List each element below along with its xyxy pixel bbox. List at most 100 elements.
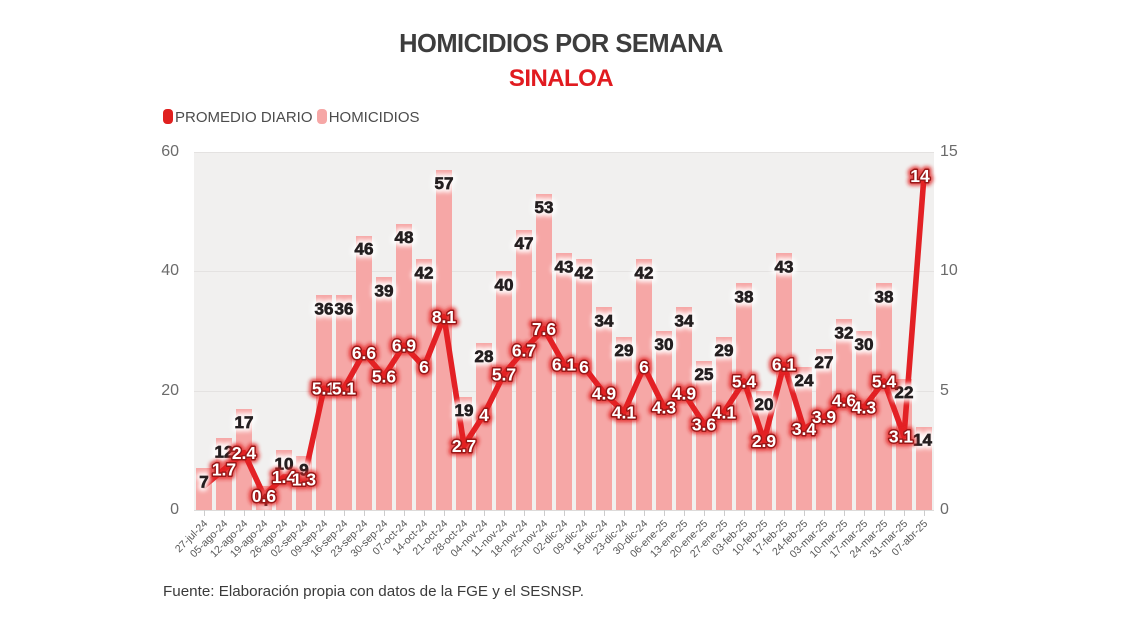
- svg-text:4.6: 4.6: [832, 391, 857, 411]
- svg-text:4.3: 4.3: [852, 398, 877, 418]
- svg-text:4: 4: [479, 405, 489, 425]
- svg-text:28: 28: [475, 347, 494, 366]
- svg-text:6.7: 6.7: [512, 340, 536, 360]
- svg-text:4: 4: [479, 405, 489, 425]
- svg-text:6.1: 6.1: [552, 355, 577, 375]
- svg-text:1.3: 1.3: [292, 469, 317, 489]
- svg-text:3.1: 3.1: [889, 426, 914, 446]
- svg-text:1.7: 1.7: [212, 460, 236, 480]
- svg-text:7.6: 7.6: [532, 319, 557, 339]
- svg-text:6.9: 6.9: [392, 336, 417, 356]
- svg-text:5.7: 5.7: [492, 364, 516, 384]
- svg-text:53: 53: [535, 198, 554, 217]
- svg-text:5.1: 5.1: [312, 379, 337, 399]
- svg-text:6.9: 6.9: [392, 336, 417, 356]
- svg-text:43: 43: [555, 258, 574, 277]
- svg-text:30: 30: [655, 335, 674, 354]
- svg-text:36: 36: [335, 299, 354, 318]
- svg-text:5.4: 5.4: [732, 371, 757, 391]
- svg-text:19: 19: [455, 401, 474, 420]
- svg-text:24: 24: [795, 371, 814, 390]
- svg-text:47: 47: [515, 234, 534, 253]
- svg-text:27: 27: [815, 353, 834, 372]
- svg-text:38: 38: [875, 288, 894, 307]
- svg-text:6: 6: [419, 357, 429, 377]
- svg-text:38: 38: [875, 288, 894, 307]
- svg-text:5.4: 5.4: [872, 371, 897, 391]
- svg-text:4.1: 4.1: [712, 402, 737, 422]
- svg-text:6: 6: [419, 357, 429, 377]
- svg-text:4.9: 4.9: [672, 383, 697, 403]
- svg-text:4.1: 4.1: [612, 402, 637, 422]
- svg-text:42: 42: [415, 264, 434, 283]
- svg-text:40: 40: [495, 276, 514, 295]
- svg-text:4.9: 4.9: [672, 383, 697, 403]
- svg-text:57: 57: [435, 174, 454, 193]
- svg-text:29: 29: [715, 341, 734, 360]
- svg-text:30: 30: [855, 335, 874, 354]
- svg-text:53: 53: [535, 198, 554, 217]
- svg-text:6: 6: [639, 357, 649, 377]
- svg-text:6.1: 6.1: [552, 355, 577, 375]
- svg-text:6.6: 6.6: [352, 343, 377, 363]
- svg-text:12: 12: [215, 443, 234, 462]
- svg-text:3.1: 3.1: [889, 426, 914, 446]
- svg-text:5.1: 5.1: [312, 379, 337, 399]
- svg-text:17: 17: [235, 413, 254, 432]
- svg-text:12: 12: [215, 443, 234, 462]
- svg-text:20: 20: [755, 395, 774, 414]
- svg-text:34: 34: [595, 311, 614, 330]
- svg-text:2.9: 2.9: [752, 431, 777, 451]
- svg-text:2.7: 2.7: [452, 436, 476, 456]
- svg-text:1.3: 1.3: [292, 469, 317, 489]
- svg-text:1.3: 1.3: [292, 469, 317, 489]
- svg-text:57: 57: [435, 174, 454, 193]
- svg-text:42: 42: [635, 264, 654, 283]
- svg-text:6: 6: [639, 357, 649, 377]
- svg-text:3.9: 3.9: [812, 407, 837, 427]
- svg-text:4.9: 4.9: [592, 383, 617, 403]
- svg-text:4.1: 4.1: [612, 402, 637, 422]
- svg-text:6.6: 6.6: [352, 343, 377, 363]
- svg-text:5.6: 5.6: [372, 367, 397, 387]
- svg-text:38: 38: [735, 288, 754, 307]
- svg-text:4.9: 4.9: [592, 383, 617, 403]
- svg-text:42: 42: [415, 264, 434, 283]
- svg-text:4.3: 4.3: [652, 398, 677, 418]
- svg-text:6: 6: [419, 357, 429, 377]
- svg-text:5.6: 5.6: [372, 367, 397, 387]
- svg-text:5.1: 5.1: [332, 379, 357, 399]
- svg-text:43: 43: [775, 258, 794, 277]
- svg-text:4: 4: [259, 490, 269, 509]
- svg-text:48: 48: [395, 228, 414, 247]
- svg-text:29: 29: [715, 341, 734, 360]
- svg-text:7.6: 7.6: [532, 319, 557, 339]
- svg-text:30: 30: [855, 335, 874, 354]
- svg-text:4.1: 4.1: [712, 402, 737, 422]
- svg-text:19: 19: [455, 401, 474, 420]
- svg-text:17: 17: [235, 413, 254, 432]
- svg-text:47: 47: [515, 234, 534, 253]
- svg-text:3.1: 3.1: [889, 426, 914, 446]
- svg-text:4: 4: [259, 490, 269, 509]
- svg-text:8.1: 8.1: [432, 307, 457, 327]
- svg-text:22: 22: [895, 383, 914, 402]
- svg-text:7: 7: [199, 472, 208, 491]
- svg-text:2.7: 2.7: [452, 436, 476, 456]
- svg-text:25: 25: [695, 365, 714, 384]
- svg-text:29: 29: [615, 341, 634, 360]
- svg-text:4.3: 4.3: [652, 398, 677, 418]
- svg-text:9: 9: [299, 461, 308, 480]
- svg-text:3.4: 3.4: [792, 419, 817, 439]
- svg-text:25: 25: [695, 365, 714, 384]
- svg-text:4: 4: [479, 405, 489, 425]
- svg-text:4.3: 4.3: [852, 398, 877, 418]
- svg-text:39: 39: [375, 282, 394, 301]
- svg-text:40: 40: [495, 276, 514, 295]
- svg-text:14: 14: [910, 166, 930, 186]
- svg-text:32: 32: [835, 323, 854, 342]
- svg-text:36: 36: [335, 299, 354, 318]
- svg-text:6: 6: [579, 357, 589, 377]
- svg-text:5.4: 5.4: [732, 371, 757, 391]
- svg-text:1.4: 1.4: [272, 467, 297, 487]
